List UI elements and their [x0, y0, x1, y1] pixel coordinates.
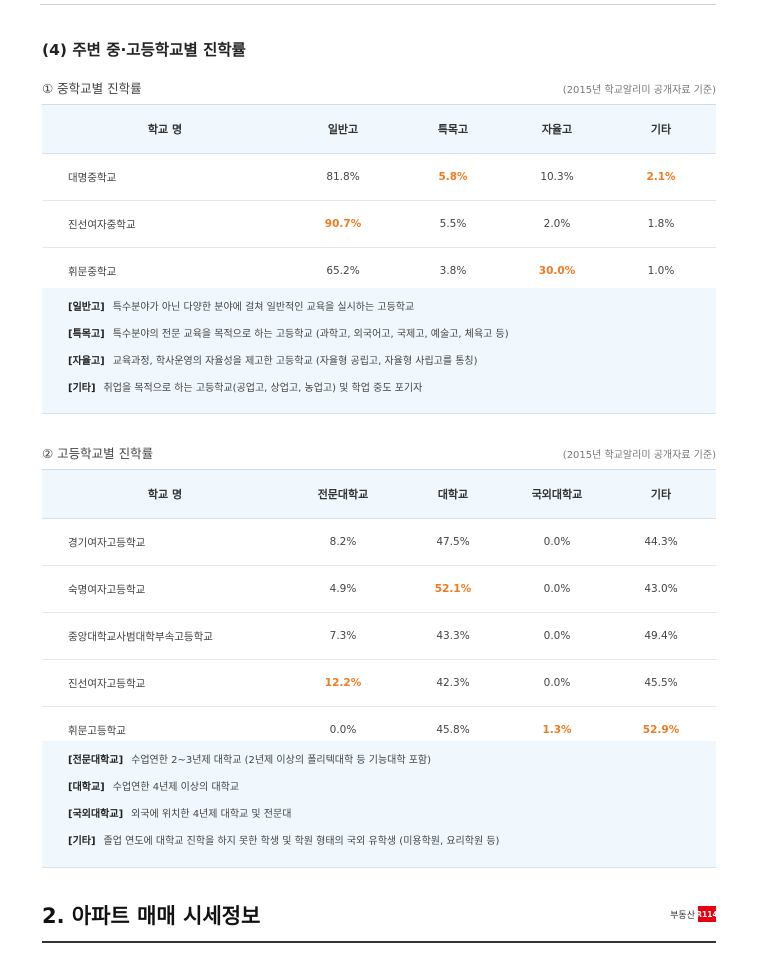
note-item: [기타] 졸업 연도에 대학교 진학을 하지 못한 학생 및 학원 형태의 국외 … — [68, 832, 716, 859]
high-school-subtitle: ② 고등학교별 진학률 — [42, 446, 154, 461]
table-row: 중앙대학교사범대학부속고등학교 7.3% 43.3% 0.0% 49.4% — [42, 612, 716, 660]
rate-cell: 4.9% — [288, 565, 398, 613]
table-header-row: 학교 명 일반고 특목고 자율고 기타 — [42, 104, 716, 154]
rate-cell: 47.5% — [398, 518, 508, 566]
note-item: [전문대학교] 수업연한 2~3년제 대학교 (2년제 이상의 폴리텍대학 등 기… — [68, 751, 716, 778]
rate-cell: 12.2% — [288, 659, 398, 707]
note-desc: 외국에 위치한 4년제 대학교 및 전문대 — [131, 809, 292, 820]
note-term: [기타] — [68, 383, 96, 394]
column-header: 특목고 — [398, 104, 508, 154]
note-term: [전문대학교] — [68, 755, 124, 766]
table-row: 대명중학교 81.8% 5.8% 10.3% 2.1% — [42, 153, 716, 201]
rate-cell: 7.3% — [288, 612, 398, 660]
high-school-notes: [전문대학교] 수업연한 2~3년제 대학교 (2년제 이상의 폴리텍대학 등 기… — [42, 741, 716, 868]
note-term: [대학교] — [68, 782, 105, 793]
column-header: 전문대학교 — [288, 469, 398, 519]
note-desc: 졸업 연도에 대학교 진학을 하지 못한 학생 및 학원 형태의 국외 유학생 … — [103, 836, 500, 847]
note-item: [기타] 취업을 목적으로 하는 고등학교(공업고, 상업고, 농업고) 및 학업… — [68, 379, 716, 406]
note-term: [특목고] — [68, 329, 105, 340]
rate-cell: 90.7% — [288, 200, 398, 248]
column-header: 대학교 — [398, 469, 508, 519]
rate-cell: 5.5% — [398, 200, 508, 248]
note-desc: 특수분야의 전문 교육을 목적으로 하는 고등학교 (과학고, 외국어고, 국제… — [112, 329, 509, 340]
school-name: 경기여자고등학교 — [42, 518, 288, 566]
note-term: [기타] — [68, 836, 96, 847]
logo-text: 부동산 — [670, 910, 695, 921]
column-header: 기타 — [606, 104, 716, 154]
section-title: (4) 주변 중·고등학교별 진학률 — [42, 41, 246, 59]
note-desc: 교육과정, 학사운영의 자율성을 제고한 고등학교 (자율형 공립고, 자율형 … — [112, 356, 478, 367]
rate-cell: 2.1% — [606, 153, 716, 201]
note-item: [국외대학교] 외국에 위치한 4년제 대학교 및 전문대 — [68, 805, 716, 832]
apartment-price-title: 2. 아파트 매매 시세정보 — [42, 904, 261, 928]
table-row: 진선여자중학교 90.7% 5.5% 2.0% 1.8% — [42, 200, 716, 248]
note-item: [자율고] 교육과정, 학사운영의 자율성을 제고한 고등학교 (자율형 공립고,… — [68, 352, 716, 379]
rate-cell: 0.0% — [508, 659, 606, 707]
school-name: 대명중학교 — [42, 153, 288, 201]
column-header: 기타 — [606, 469, 716, 519]
table-row: 숙명여자고등학교 4.9% 52.1% 0.0% 43.0% — [42, 565, 716, 613]
middle-school-table: 학교 명 일반고 특목고 자율고 기타 대명중학교 81.8% 5.8% 10.… — [42, 104, 716, 295]
table-row: 진선여자고등학교 12.2% 42.3% 0.0% 45.5% — [42, 659, 716, 707]
column-header: 국외대학교 — [508, 469, 606, 519]
rate-cell: 1.8% — [606, 200, 716, 248]
note-term: [일반고] — [68, 302, 105, 313]
high-school-table: 학교 명 전문대학교 대학교 국외대학교 기타 경기여자고등학교 8.2% 47… — [42, 469, 716, 754]
note-item: [대학교] 수업연한 4년제 이상의 대학교 — [68, 778, 716, 805]
table-header-row: 학교 명 전문대학교 대학교 국외대학교 기타 — [42, 469, 716, 519]
note-item: [특목고] 특수분야의 전문 교육을 목적으로 하는 고등학교 (과학고, 외국어… — [68, 325, 716, 352]
school-name: 숙명여자고등학교 — [42, 565, 288, 613]
rate-cell: 52.1% — [398, 565, 508, 613]
column-header: 학교 명 — [42, 104, 288, 154]
note-term: [국외대학교] — [68, 809, 124, 820]
rate-cell: 0.0% — [508, 518, 606, 566]
top-divider — [40, 0, 716, 5]
rate-cell: 81.8% — [288, 153, 398, 201]
rate-cell: 10.3% — [508, 153, 606, 201]
bottom-divider — [42, 941, 716, 943]
rate-cell: 49.4% — [606, 612, 716, 660]
school-name: 진선여자중학교 — [42, 200, 288, 248]
middle-school-source: (2015년 학교알리미 공개자료 기준) — [562, 85, 716, 96]
rate-cell: 30.0% — [508, 247, 606, 295]
school-name: 진선여자고등학교 — [42, 659, 288, 707]
rate-cell: 0.0% — [508, 612, 606, 660]
rate-cell: 42.3% — [398, 659, 508, 707]
logo-badge: R114 — [696, 906, 718, 922]
rate-cell: 43.3% — [398, 612, 508, 660]
rate-cell: 44.3% — [606, 518, 716, 566]
rate-cell: 45.5% — [606, 659, 716, 707]
column-header: 일반고 — [288, 104, 398, 154]
school-name: 중앙대학교사범대학부속고등학교 — [42, 612, 288, 660]
rate-cell: 2.0% — [508, 200, 606, 248]
table-row: 경기여자고등학교 8.2% 47.5% 0.0% 44.3% — [42, 518, 716, 566]
note-item: [일반고] 특수분야가 아닌 다양한 분야에 걸쳐 일반적인 교육을 실시하는 고… — [68, 298, 716, 325]
note-desc: 특수분야가 아닌 다양한 분야에 걸쳐 일반적인 교육을 실시하는 고등학교 — [112, 302, 415, 313]
note-desc: 수업연한 4년제 이상의 대학교 — [112, 782, 240, 793]
school-name: 휘문중학교 — [42, 247, 288, 295]
middle-school-subtitle: ① 중학교별 진학률 — [42, 81, 142, 96]
column-header: 자율고 — [508, 104, 606, 154]
rate-cell: 43.0% — [606, 565, 716, 613]
rate-cell: 5.8% — [398, 153, 508, 201]
rate-cell: 0.0% — [508, 565, 606, 613]
high-school-source: (2015년 학교알리미 공개자료 기준) — [562, 450, 716, 461]
note-desc: 취업을 목적으로 하는 고등학교(공업고, 상업고, 농업고) 및 학업 중도 … — [103, 383, 423, 394]
note-term: [자율고] — [68, 356, 105, 367]
middle-school-notes: [일반고] 특수분야가 아닌 다양한 분야에 걸쳐 일반적인 교육을 실시하는 고… — [42, 288, 716, 414]
note-desc: 수업연한 2~3년제 대학교 (2년제 이상의 폴리텍대학 등 기능대학 포함) — [131, 755, 432, 766]
column-header: 학교 명 — [42, 469, 288, 519]
rate-cell: 8.2% — [288, 518, 398, 566]
r114-logo: 부동산 R114 — [670, 906, 718, 922]
